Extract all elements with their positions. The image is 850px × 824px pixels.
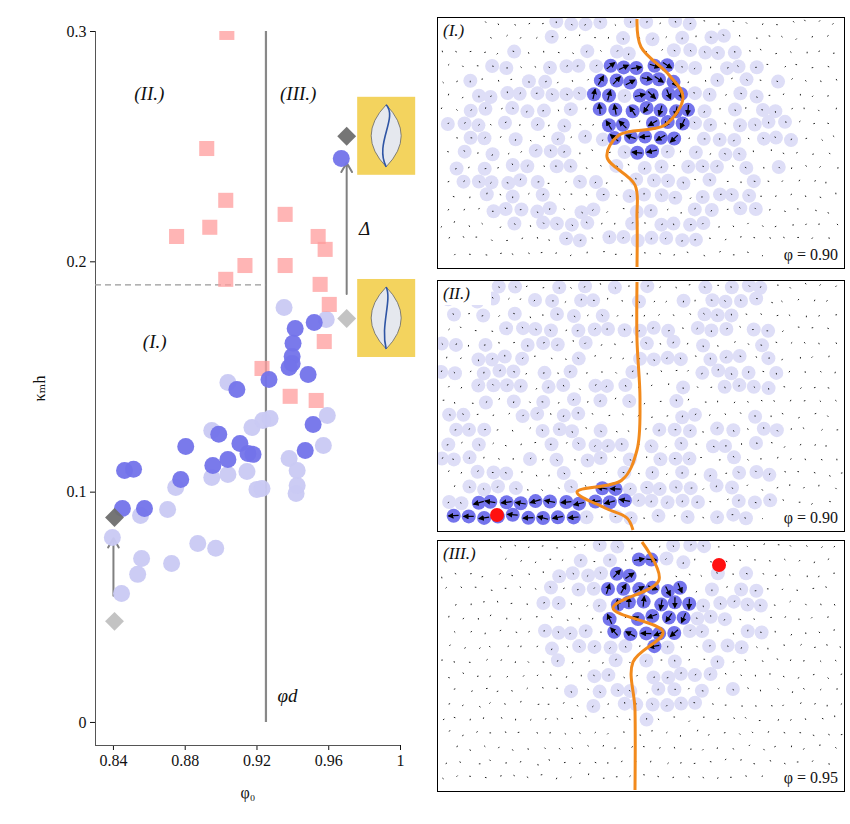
svg-text:φ = 0.90: φ = 0.90 — [784, 509, 838, 527]
svg-text:Δ: Δ — [358, 218, 370, 239]
svg-text:0.88: 0.88 — [171, 752, 199, 769]
svg-text:1: 1 — [397, 752, 405, 769]
svg-text:0.1: 0.1 — [67, 483, 87, 500]
svg-text:(I.): (I.) — [143, 331, 167, 353]
svg-text:0.84: 0.84 — [99, 752, 127, 769]
svg-text:0.96: 0.96 — [315, 752, 343, 769]
svg-text:(III.): (III.) — [280, 83, 316, 105]
svg-text:(II.): (II.) — [134, 83, 164, 105]
svg-text:φ = 0.95: φ = 0.95 — [784, 769, 838, 787]
svg-text:0.2: 0.2 — [67, 253, 87, 270]
svg-text:(III.): (III.) — [443, 544, 476, 563]
svg-text:0.92: 0.92 — [243, 752, 271, 769]
svg-text:(I.): (I.) — [443, 21, 465, 40]
svg-text:φ = 0.90: φ = 0.90 — [784, 246, 838, 264]
svg-text:κₘh: κₘh — [31, 376, 48, 402]
svg-text:0: 0 — [79, 714, 87, 731]
svg-text:0.3: 0.3 — [67, 23, 87, 40]
svg-text:(II.): (II.) — [443, 284, 470, 303]
svg-text:φd: φd — [277, 685, 298, 706]
svg-text:φ₀: φ₀ — [241, 784, 256, 802]
